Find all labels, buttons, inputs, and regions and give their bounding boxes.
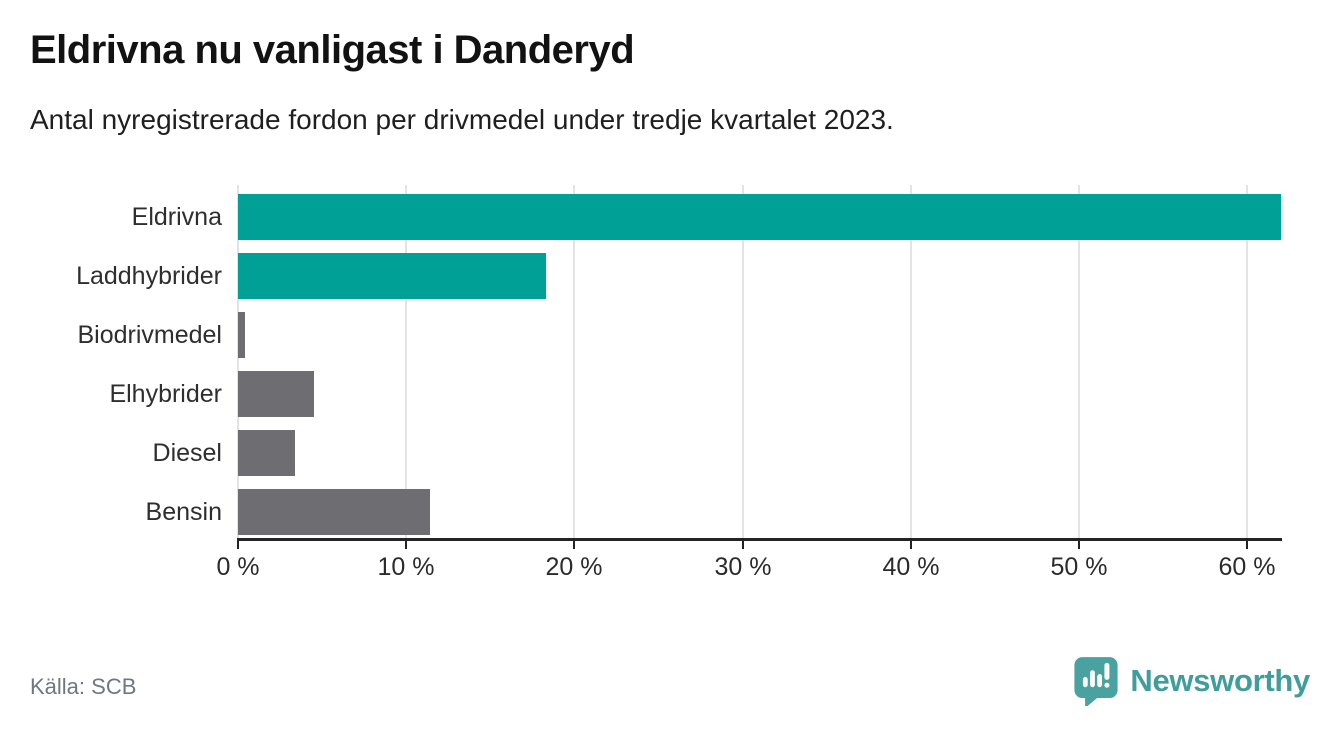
- category-label: Bensin: [145, 498, 222, 526]
- category-label: Eldrivna: [131, 203, 222, 231]
- bar: [238, 194, 1281, 240]
- bar-chart-plot-area: 0 % 10 % 20 % 30 % 40 % 50 % 60 % Eldrivna Laddh…: [76, 185, 1282, 581]
- category-label: Laddhybrider: [76, 262, 222, 290]
- bar: [238, 371, 314, 417]
- x-axis-tick-label: 50 %: [1050, 553, 1108, 581]
- source-note: Källa: SCB: [30, 674, 137, 699]
- chart-subtitle: Antal nyregistrerade fordon per drivmede…: [30, 104, 894, 135]
- x-axis-tick-label: 10 %: [377, 553, 435, 581]
- bar: [238, 253, 546, 299]
- gridline: [742, 185, 744, 539]
- x-axis-tick-label: 0 %: [216, 553, 260, 581]
- axis-tick-mark: [1246, 541, 1248, 549]
- axis-tick-mark: [573, 541, 575, 549]
- x-axis-tick-label: 40 %: [882, 553, 940, 581]
- gridline: [573, 185, 575, 539]
- gridline: [237, 185, 239, 539]
- chart-title: Eldrivna nu vanligast i Danderyd: [30, 28, 635, 72]
- x-axis-tick-label: 60 %: [1218, 553, 1276, 581]
- gridline: [1078, 185, 1080, 539]
- category-label: Biodrivmedel: [77, 321, 222, 349]
- newsworthy-logo-text: Newsworthy: [1130, 663, 1310, 698]
- x-axis-tick-label: 30 %: [714, 553, 772, 581]
- newsworthy-logo-icon: [1074, 657, 1118, 706]
- axis-tick-mark: [910, 541, 912, 549]
- x-axis-line: [237, 538, 1282, 541]
- newsworthy-logo[interactable]: Newsworthy: [1073, 656, 1310, 706]
- axis-tick-mark: [405, 541, 407, 549]
- gridline: [1246, 185, 1248, 539]
- bar: [238, 312, 245, 358]
- category-label: Elhybrider: [109, 380, 222, 408]
- bar: [238, 430, 295, 476]
- axis-tick-mark: [742, 541, 744, 549]
- axis-tick-mark: [237, 541, 239, 549]
- gridline: [405, 185, 407, 539]
- category-label: Diesel: [152, 439, 222, 467]
- gridline: [910, 185, 912, 539]
- bar: [238, 489, 430, 535]
- axis-tick-mark: [1078, 541, 1080, 549]
- x-axis-tick-label: 20 %: [545, 553, 603, 581]
